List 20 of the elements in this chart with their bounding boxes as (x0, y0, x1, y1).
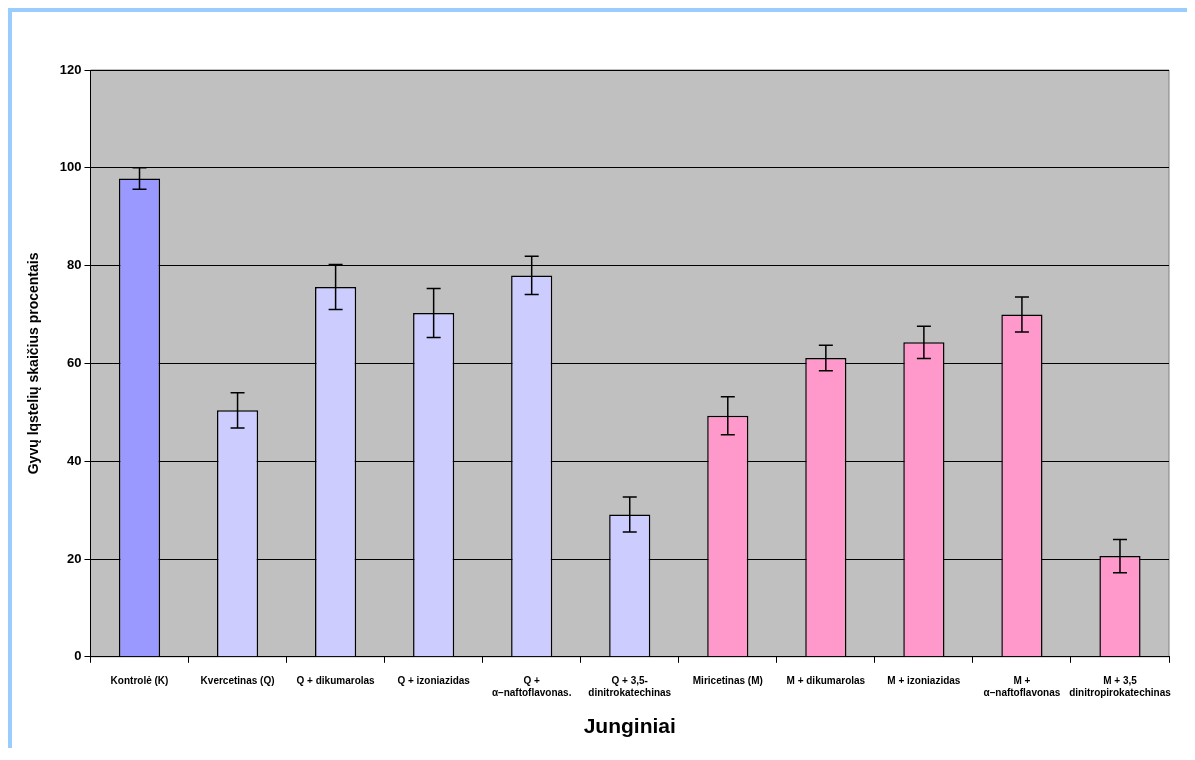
x-tick-label: Q + 3,5- dinitrokatechinas (588, 674, 672, 698)
y-tick-label: 80 (67, 257, 82, 273)
x-tick-label: Kvercetinas (Q) (200, 674, 275, 686)
y-tick-label: 60 (67, 354, 82, 370)
y-tick-label: 0 (74, 648, 82, 664)
x-axis-title: Junginiai (583, 714, 676, 738)
y-axis-title: Gyvų lqstelių skaičius procentais (25, 252, 42, 475)
x-tick-label: Q + dikumarolas (296, 674, 376, 686)
y-tick-label: 40 (67, 452, 82, 468)
x-tick-label: M + dikumarolas (786, 674, 866, 686)
y-tick-label: 20 (67, 550, 82, 566)
y-tick-label: 100 (59, 159, 82, 175)
x-tick-label: M + izoniazidas (887, 674, 961, 686)
x-tick-label: Q + izoniazidas (397, 674, 471, 686)
y-tick-label: 120 (59, 61, 82, 77)
x-tick-label: Q + α–naftoflavonas. (491, 674, 572, 698)
x-tick-label: M + 3,5 dinitropirokatechinas (1069, 674, 1172, 698)
x-tick-label: M + α–naftoflavonas (983, 674, 1061, 698)
x-tick-label: Miricetinas (M) (692, 674, 763, 686)
x-tick-label: Kontrolė (K) (110, 674, 169, 686)
